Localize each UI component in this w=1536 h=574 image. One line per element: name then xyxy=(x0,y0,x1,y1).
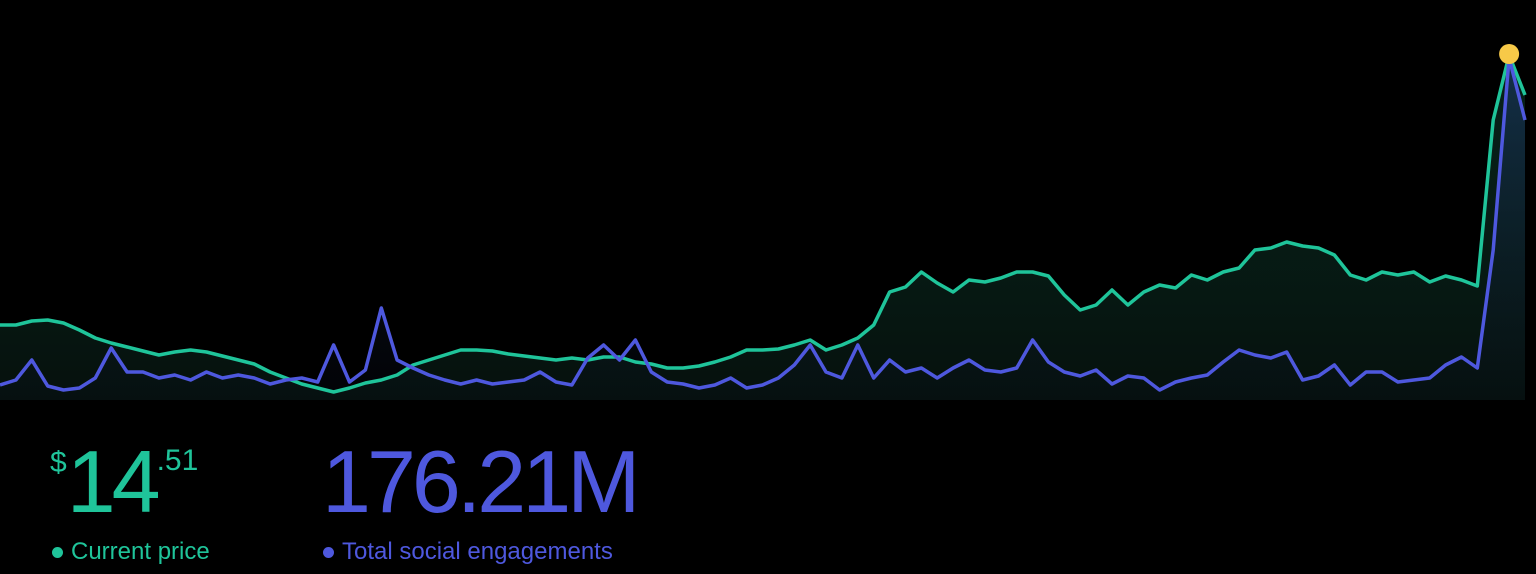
peak-highlight-dot[interactable] xyxy=(1499,44,1520,64)
green-dot-icon xyxy=(52,546,63,558)
price-series-line xyxy=(0,53,1527,394)
legend-item-engagements: Total social engagements xyxy=(323,538,613,566)
price-area-fill xyxy=(0,55,1525,400)
total-engagements-value: 176.21M xyxy=(322,432,640,531)
blue-dot-icon xyxy=(323,546,334,558)
legend-item-price: Current price xyxy=(52,538,210,566)
engagements-series-line xyxy=(0,56,1527,392)
legend-label-price: Current price xyxy=(71,538,210,565)
currency-symbol: $ xyxy=(50,446,67,479)
price-decimal: .51 xyxy=(156,444,199,477)
legend-label-engagements: Total social engagements xyxy=(342,538,613,565)
price-integer: 14 xyxy=(66,432,161,531)
line-chart xyxy=(0,44,1527,400)
current-price-value: $14.51 xyxy=(50,438,198,526)
